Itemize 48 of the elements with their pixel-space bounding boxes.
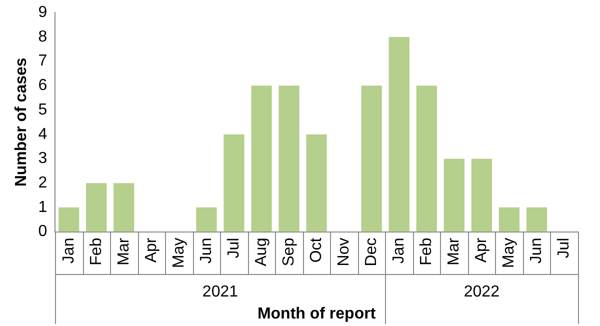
bar bbox=[471, 158, 492, 232]
x-tick-label: Jan bbox=[390, 238, 408, 264]
y-tick-label: 6 bbox=[38, 77, 48, 94]
x-tick-label: Aug bbox=[252, 238, 270, 266]
x-tick-label: Nov bbox=[335, 238, 352, 266]
y-tick-label: 4 bbox=[38, 126, 48, 143]
bar bbox=[86, 183, 107, 232]
x-tick-label: May bbox=[500, 238, 518, 268]
bar bbox=[361, 86, 382, 232]
x-tick-label: Oct bbox=[308, 237, 325, 263]
x-tick-label: Feb bbox=[88, 238, 105, 266]
y-tick-label: 2 bbox=[38, 174, 48, 192]
x-tick-label: Feb bbox=[418, 238, 436, 266]
y-axis-title: Number of cases bbox=[13, 58, 30, 187]
x-tick-label: Mar bbox=[115, 237, 132, 266]
y-tick-label: 0 bbox=[38, 223, 48, 240]
bar bbox=[114, 183, 134, 232]
bar bbox=[526, 207, 548, 232]
x-tick-label: Apr bbox=[142, 237, 160, 263]
x-tick-label: Apr bbox=[473, 237, 490, 263]
bar bbox=[224, 134, 244, 232]
bar bbox=[444, 158, 464, 232]
bar bbox=[278, 86, 300, 232]
x-tick-label: Jul bbox=[556, 238, 573, 258]
x-tick-label: Jan bbox=[60, 238, 78, 264]
y-tick-label: 7 bbox=[38, 52, 48, 70]
y-tick-label: 8 bbox=[38, 28, 48, 46]
bar bbox=[498, 207, 520, 232]
text: 2022 bbox=[464, 283, 500, 300]
text: 2021 bbox=[202, 283, 238, 300]
x-axis-title: Month of report bbox=[257, 305, 376, 322]
x-tick-label: May bbox=[170, 238, 188, 268]
x-tick-label: Jun bbox=[528, 238, 546, 264]
bar bbox=[251, 86, 272, 232]
x-tick-label: Jun bbox=[198, 238, 215, 264]
bar bbox=[196, 207, 217, 232]
bar bbox=[58, 207, 80, 232]
bar bbox=[416, 86, 437, 232]
bar bbox=[306, 134, 327, 232]
y-tick-label: 9 bbox=[38, 4, 48, 22]
x-tick-label: Mar bbox=[446, 237, 463, 266]
y-tick-label: 5 bbox=[38, 101, 48, 118]
bar bbox=[388, 36, 410, 232]
x-tick-label: Jul bbox=[225, 238, 242, 258]
y-tick-label: 3 bbox=[38, 150, 48, 168]
y-tick-label: 1 bbox=[38, 198, 48, 216]
x-tick-label: Dec bbox=[363, 238, 380, 266]
x-tick-label: Sep bbox=[280, 238, 298, 266]
